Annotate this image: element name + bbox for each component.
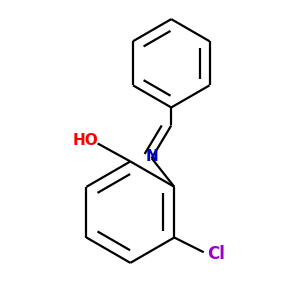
- Text: HO: HO: [72, 133, 98, 148]
- Text: Cl: Cl: [207, 245, 225, 263]
- Text: N: N: [145, 149, 158, 164]
